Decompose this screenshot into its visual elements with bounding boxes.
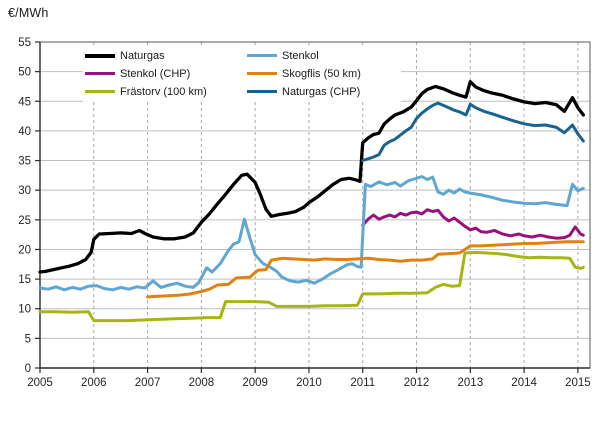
chart-legend: Naturgas Stenkol (CHP) Frästorv (100 km) St… xyxy=(83,47,401,102)
legend-item-naturgas: Naturgas xyxy=(85,49,243,62)
x-tick-label: 2009 xyxy=(242,377,268,389)
y-tick-label: 45 xyxy=(18,96,31,108)
x-tick-label: 2005 xyxy=(27,377,53,389)
series-line-stenkol_chp xyxy=(361,208,585,240)
legend-item-skogflis: Skogflis (50 km) xyxy=(247,67,395,80)
series-line-frastorv xyxy=(38,250,585,323)
y-tick-label: 5 xyxy=(25,333,31,345)
legend-item-stenkol: Stenkol xyxy=(247,49,395,62)
legend-swatch-frastorv xyxy=(85,89,115,94)
x-tick-label: 2010 xyxy=(296,377,322,389)
legend-label-naturgas: Naturgas xyxy=(120,49,165,62)
legend-column-1: Naturgas Stenkol (CHP) Frästorv (100 km) xyxy=(85,49,243,98)
y-tick-label: 40 xyxy=(18,126,31,138)
x-tick-label: 2011 xyxy=(350,377,375,389)
x-tick-label: 2012 xyxy=(404,377,430,389)
x-tick-label: 2015 xyxy=(565,377,591,389)
legend-item-naturgas_chp: Naturgas (CHP) xyxy=(247,85,395,98)
y-tick-label: 15 xyxy=(18,274,31,286)
y-tick-label: 35 xyxy=(18,156,31,168)
legend-swatch-stenkol_chp xyxy=(85,71,115,76)
y-tick-label: 30 xyxy=(18,185,31,197)
x-tick-label: 2007 xyxy=(135,377,161,389)
legend-label-frastorv: Frästorv (100 km) xyxy=(120,85,207,98)
legend-column-2: Stenkol Skogflis (50 km) Naturgas (CHP) xyxy=(247,49,395,98)
legend-label-stenkol: Stenkol xyxy=(282,49,319,62)
legend-label-stenkol_chp: Stenkol (CHP) xyxy=(120,67,191,80)
y-axis-unit-label: €/MWh xyxy=(8,6,49,20)
series-line-naturgas_chp xyxy=(361,101,585,162)
legend-swatch-skogflis xyxy=(247,71,277,76)
y-tick-label: 25 xyxy=(18,215,31,227)
legend-swatch-stenkol xyxy=(247,53,277,58)
y-tick-label: 55 xyxy=(18,37,31,49)
y-tick-label: 50 xyxy=(18,67,31,79)
series-line-naturgas xyxy=(38,80,585,274)
x-tick-label: 2013 xyxy=(458,377,484,389)
x-tick-label: 2006 xyxy=(81,377,107,389)
legend-label-naturgas_chp: Naturgas (CHP) xyxy=(282,85,361,98)
series-line-skogflis xyxy=(146,240,585,299)
legend-label-skogflis: Skogflis (50 km) xyxy=(282,67,361,80)
y-tick-label: 10 xyxy=(18,304,31,316)
legend-swatch-naturgas_chp xyxy=(247,89,277,94)
legend-swatch-naturgas xyxy=(85,53,115,58)
x-tick-label: 2014 xyxy=(511,377,537,389)
legend-item-stenkol_chp: Stenkol (CHP) xyxy=(85,67,243,80)
series-line-stenkol xyxy=(38,175,585,292)
legend-item-frastorv: Frästorv (100 km) xyxy=(85,85,243,98)
y-tick-label: 20 xyxy=(18,244,31,256)
y-tick-label: 0 xyxy=(25,363,31,375)
x-tick-label: 2008 xyxy=(189,377,215,389)
